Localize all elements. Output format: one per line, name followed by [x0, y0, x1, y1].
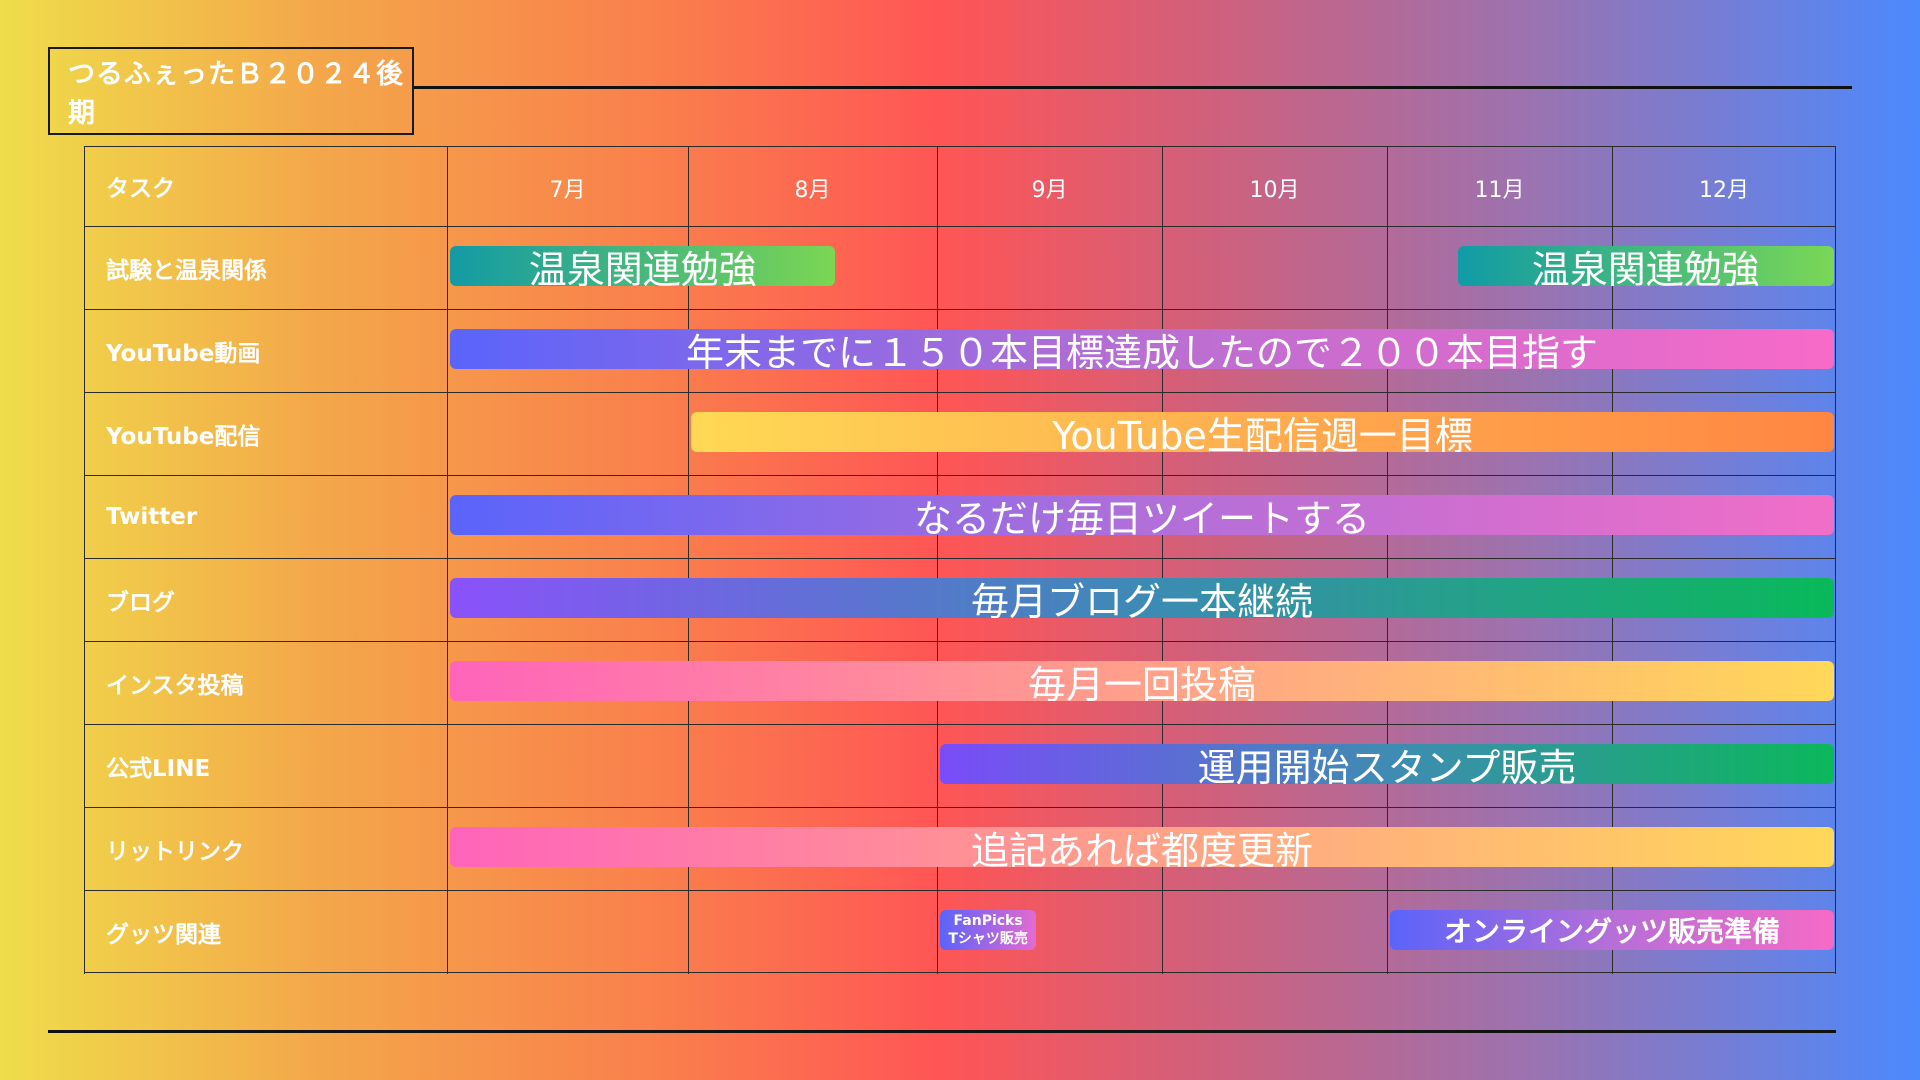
- grid-vline: [688, 146, 689, 974]
- task-label: Twitter: [106, 503, 198, 530]
- grid-hline: [84, 890, 1836, 891]
- task-bar-label: 追記あれば都度更新: [970, 828, 1313, 868]
- task-bar-label-line: Tシャツ販売: [948, 931, 1028, 947]
- grid-hline: [84, 146, 1836, 147]
- task-label: 公式LINE: [106, 755, 211, 782]
- grid-vline: [1612, 146, 1613, 974]
- grid-vline: [84, 146, 85, 974]
- task-bar-label: 毎月一回投稿: [1027, 662, 1256, 702]
- task-label: グッツ関連: [106, 921, 221, 948]
- task-bar: FanPicks Tシャツ販売: [940, 910, 1037, 950]
- month-header: 7月: [549, 178, 586, 203]
- task-bar-label: なるだけ毎日ツイートする: [913, 496, 1370, 536]
- task-bar: 温泉関連勉強: [450, 246, 836, 287]
- grid-hline: [84, 807, 1836, 808]
- task-label: インスタ投稿: [106, 672, 244, 699]
- grid-vline: [1387, 146, 1388, 974]
- task-bar-label: 年末までに１５０本目標達成したので２００本目指す: [685, 330, 1598, 370]
- task-label: YouTube動画: [106, 340, 261, 367]
- grid-vline: [937, 146, 938, 974]
- task-bar-label: 毎月ブログ一本継続: [970, 579, 1313, 619]
- task-bar-label-line: FanPicks: [953, 913, 1023, 929]
- gantt-grid: タスク 7月 8月 9月 10月 11月 12月試験と温泉関係 温泉関連勉強 温泉関連勉強 You…: [84, 146, 1836, 974]
- month-header: 11月: [1474, 178, 1525, 203]
- task-bar: 温泉関連勉強: [1457, 246, 1834, 287]
- grid-hline: [84, 558, 1836, 559]
- task-bar: 追記あれば都度更新: [450, 827, 1834, 867]
- task-bar: 運用開始スタンプ販売: [940, 744, 1834, 784]
- month-header: 8月: [794, 178, 831, 203]
- bottom-rule: [48, 1030, 1836, 1033]
- task-bar: 毎月一回投稿: [450, 661, 1834, 701]
- grid-vline: [447, 146, 448, 974]
- task-label: リットリンク: [106, 838, 244, 865]
- task-bar-label: オンライングッツ販売準備: [1443, 915, 1780, 948]
- task-label: YouTube配信: [106, 423, 261, 450]
- chart-title-box: つるふぇったＢ２０２４後期: [48, 47, 414, 135]
- grid-hline: [84, 724, 1836, 725]
- task-bar-label: 運用開始スタンプ販売: [1197, 745, 1577, 785]
- task-label: ブログ: [106, 589, 175, 616]
- task-bar: 毎月ブログ一本継続: [450, 578, 1834, 618]
- grid-hline: [84, 972, 1836, 973]
- month-header: 12月: [1699, 178, 1749, 203]
- grid-hline: [84, 226, 1836, 227]
- chart-title: つるふぇったＢ２０２４後期: [68, 59, 404, 129]
- grid-vline: [1162, 146, 1163, 974]
- month-header: 10月: [1249, 178, 1300, 203]
- task-bar: YouTube生配信週一目標: [691, 412, 1834, 452]
- task-bar-label: 温泉関連勉強: [528, 247, 757, 287]
- task-bar: なるだけ毎日ツイートする: [450, 495, 1834, 535]
- grid-hline: [84, 309, 1836, 310]
- task-bar: 年末までに１５０本目標達成したので２００本目指す: [450, 329, 1834, 369]
- task-bar-label: 温泉関連勉強: [1531, 247, 1760, 287]
- task-bar-label: YouTube生配信週一目標: [1052, 413, 1473, 453]
- task-bar: オンライングッツ販売準備: [1390, 910, 1834, 950]
- grid-vline: [1835, 146, 1836, 974]
- grid-hline: [84, 641, 1836, 642]
- month-header: 9月: [1031, 178, 1068, 203]
- header-task-label: タスク: [106, 176, 175, 202]
- grid-hline: [84, 475, 1836, 476]
- task-label: 試験と温泉関係: [106, 257, 267, 284]
- grid-hline: [84, 392, 1836, 393]
- title-rule: [414, 86, 1852, 89]
